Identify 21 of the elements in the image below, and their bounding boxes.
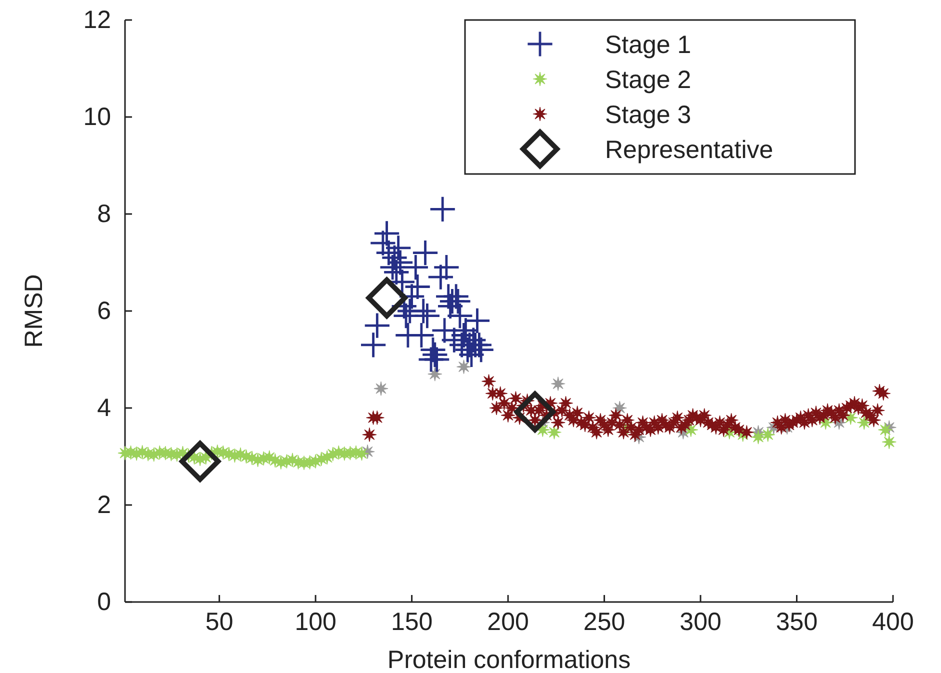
y-tick-label: 6 bbox=[97, 297, 111, 325]
y-tick-label: 2 bbox=[97, 491, 111, 519]
y-tick-label: 0 bbox=[97, 588, 111, 616]
x-tick-label: 150 bbox=[390, 608, 433, 636]
legend-label: Stage 3 bbox=[605, 101, 692, 129]
legend-label: Stage 2 bbox=[605, 66, 692, 94]
x-tick-label: 250 bbox=[583, 608, 626, 636]
y-tick-label: 10 bbox=[83, 103, 111, 131]
y-axis-title: RMSD bbox=[20, 274, 48, 348]
y-tick-label: 8 bbox=[97, 200, 111, 228]
x-tick-label: 300 bbox=[680, 608, 722, 636]
legend-label: Representative bbox=[605, 136, 774, 164]
x-tick-label: 100 bbox=[294, 608, 336, 636]
x-tick-label: 50 bbox=[205, 608, 234, 636]
x-tick-label: 350 bbox=[776, 608, 818, 636]
x-tick-label: 200 bbox=[487, 608, 529, 636]
legend-label: Stage 1 bbox=[605, 31, 692, 59]
x-tick-label: 400 bbox=[872, 608, 914, 636]
y-tick-label: 4 bbox=[97, 394, 112, 422]
x-axis-title: Protein conformations bbox=[387, 646, 631, 673]
y-tick-label: 12 bbox=[83, 6, 111, 34]
